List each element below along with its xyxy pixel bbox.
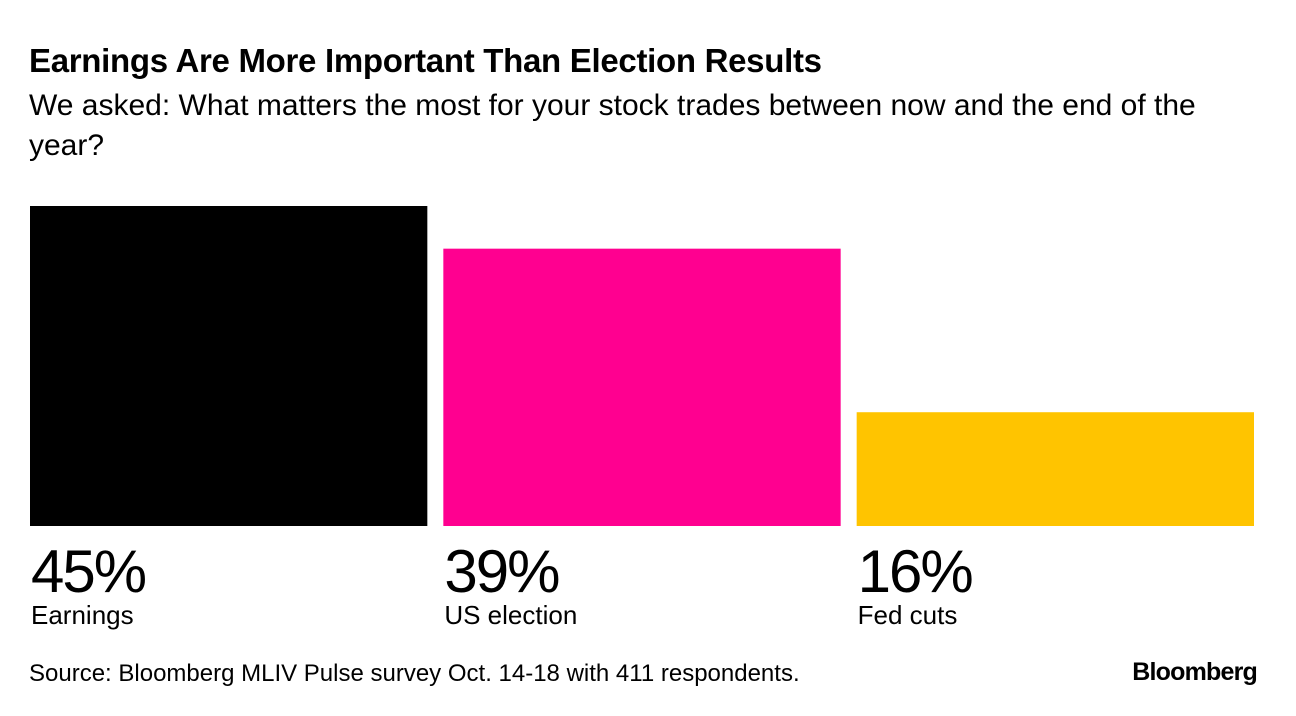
bloomberg-logo: Bloomberg — [1132, 658, 1258, 686]
source-note: Source: Bloomberg MLIV Pulse survey Oct.… — [29, 660, 800, 687]
category-label: US election — [444, 600, 577, 630]
bar-fed-cuts — [856, 412, 1254, 526]
bar-us-election — [443, 248, 841, 526]
bar-earnings — [30, 206, 428, 526]
value-label: 45% — [31, 538, 146, 605]
category-label: Fed cuts — [858, 600, 958, 630]
chart-title: Earnings Are More Important Than Electio… — [29, 42, 822, 79]
value-label: 16% — [858, 538, 973, 605]
chart-subtitle: We asked: What matters the most for your… — [29, 89, 1196, 162]
category-label: Earnings — [31, 600, 134, 630]
value-label: 39% — [444, 538, 559, 605]
